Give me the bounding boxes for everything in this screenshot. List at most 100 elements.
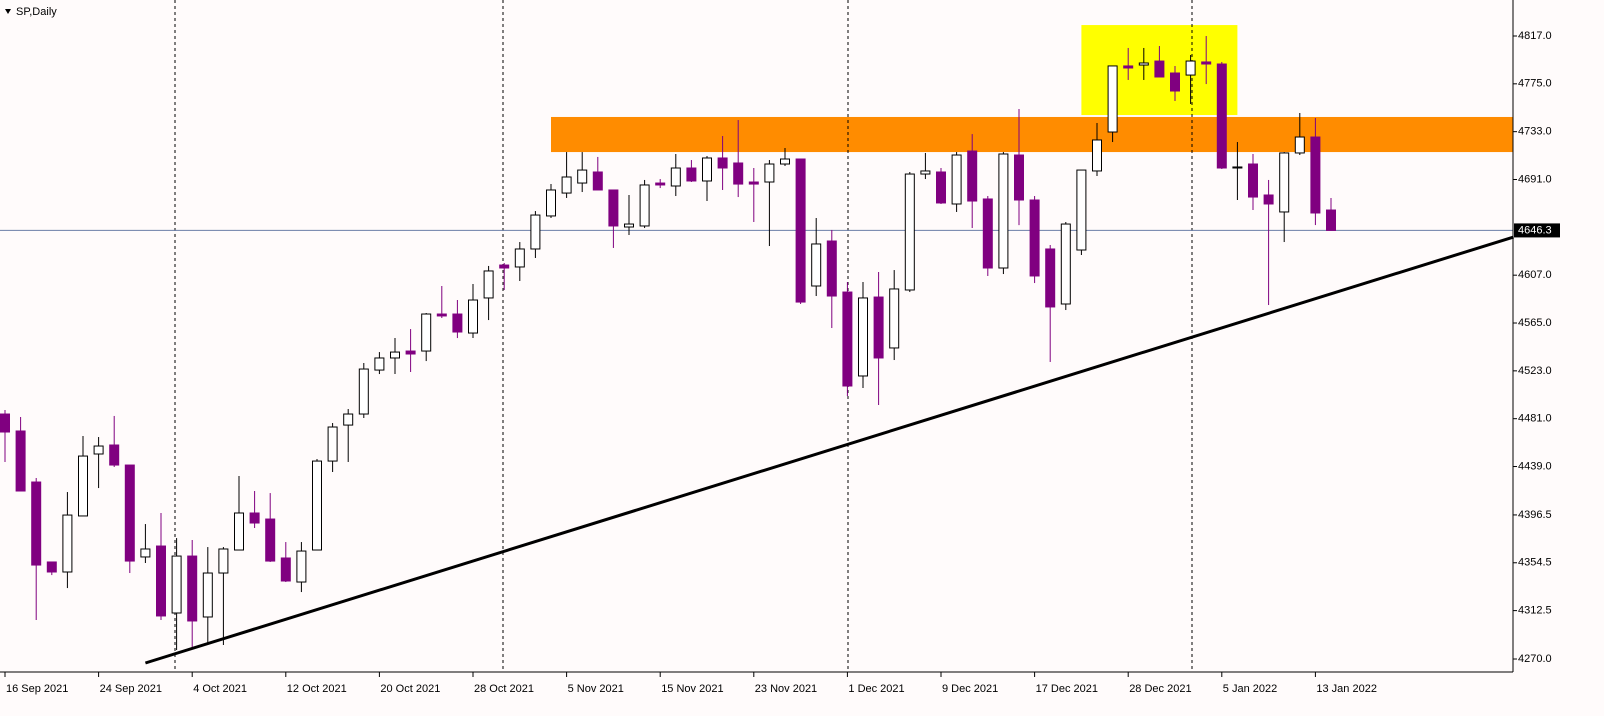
- candle-body: [546, 189, 556, 217]
- candle-body: [686, 167, 697, 182]
- x-tick-label: 5 Nov 2021: [568, 683, 624, 695]
- candle-body: [358, 368, 369, 415]
- candle-body: [249, 512, 260, 524]
- candle-body: [1279, 152, 1290, 213]
- y-tick-label: 4775.0: [1518, 78, 1552, 90]
- zones: [551, 25, 1514, 153]
- candle-body: [873, 296, 884, 359]
- candle-body: [764, 163, 775, 183]
- x-tick-label: 15 Nov 2021: [661, 683, 723, 695]
- candle-body: [421, 313, 432, 352]
- candle-body: [624, 223, 634, 228]
- candle-body: [78, 455, 88, 517]
- candle-body: [795, 158, 806, 303]
- candle-body: [670, 167, 681, 187]
- candle-body: [93, 445, 104, 455]
- candle-body: [592, 171, 603, 191]
- candle-body: [1060, 223, 1071, 305]
- x-tick-label: 12 Oct 2021: [287, 683, 347, 695]
- candle-body: [312, 460, 322, 551]
- y-tick-label: 4817.0: [1518, 30, 1552, 42]
- candle-body: [1216, 63, 1227, 169]
- y-tick-label: 4565.0: [1518, 317, 1552, 329]
- candle-body: [171, 555, 182, 614]
- x-tick-label: 23 Nov 2021: [755, 683, 817, 695]
- candle-body: [514, 248, 525, 268]
- y-tick-label: 4691.0: [1518, 173, 1552, 185]
- candle-body: [1326, 209, 1336, 231]
- candle-body: [811, 243, 822, 287]
- candle-body: [280, 557, 291, 582]
- trend-line: [144, 235, 1514, 665]
- candle-body: [1248, 163, 1258, 198]
- candle-body: [936, 171, 946, 204]
- candle-body: [889, 288, 900, 349]
- candle-body: [561, 176, 572, 194]
- candle-body: [608, 189, 619, 227]
- candle-body: [0, 413, 10, 433]
- x-tick-label: 16 Sep 2021: [6, 683, 68, 695]
- y-tick-label: 4312.5: [1518, 605, 1552, 617]
- candle-body: [702, 157, 712, 182]
- x-tick-label: 13 Jan 2022: [1316, 683, 1377, 695]
- candle-body: [405, 350, 416, 355]
- candle-body: [1201, 61, 1212, 65]
- last-price-box: [1514, 223, 1560, 238]
- candle-body: [967, 150, 978, 202]
- y-tick-label: 4354.5: [1518, 557, 1552, 569]
- x-tick-label: 1 Dec 2021: [848, 683, 904, 695]
- candle-body: [1076, 169, 1087, 251]
- x-tick-label: 28 Dec 2021: [1129, 683, 1191, 695]
- candle-body: [156, 545, 166, 617]
- candle-body: [1185, 60, 1196, 76]
- candle-body: [234, 512, 244, 551]
- candle-body: [187, 555, 198, 622]
- candle-body: [904, 173, 915, 291]
- candle-body: [1045, 248, 1056, 308]
- candle-body: [1123, 65, 1134, 69]
- candle-body: [733, 162, 744, 185]
- candle-body: [202, 572, 213, 618]
- candle-body: [826, 240, 837, 297]
- candle-body: [998, 153, 1009, 269]
- candle-body: [858, 297, 868, 377]
- candle-body: [1170, 72, 1180, 92]
- candle-body: [780, 158, 790, 165]
- candle-body: [62, 514, 73, 573]
- candle-body: [499, 264, 510, 269]
- candle-body: [1092, 139, 1102, 172]
- candle-body: [1138, 62, 1149, 66]
- y-tick-label: 4607.0: [1518, 269, 1552, 281]
- candle-body: [1263, 194, 1274, 205]
- candle-body: [109, 444, 120, 466]
- candle-body: [577, 169, 588, 184]
- candle-body: [468, 299, 478, 334]
- x-tick-label: 5 Jan 2022: [1223, 683, 1277, 695]
- x-tick-label: 9 Dec 2021: [942, 683, 998, 695]
- x-tick-label: 24 Sep 2021: [100, 683, 162, 695]
- candle-body: [1014, 154, 1024, 201]
- candle-body: [1232, 166, 1243, 169]
- plot: [0, 35, 1514, 665]
- candle-body: [951, 154, 962, 205]
- y-tick-label: 4523.0: [1518, 365, 1552, 377]
- last-price-label: 4646.3: [1518, 224, 1552, 236]
- candle-body: [140, 548, 151, 558]
- candle-body: [46, 561, 57, 573]
- x-tick-label: 4 Oct 2021: [193, 683, 247, 695]
- y-tick-label: 4481.0: [1518, 413, 1552, 425]
- candle-body: [748, 181, 759, 185]
- x-tick-label: 20 Oct 2021: [380, 683, 440, 695]
- candle-body: [452, 313, 463, 333]
- y-tick-label: 4396.5: [1518, 509, 1552, 521]
- candle-body: [1029, 199, 1040, 277]
- candle-body: [1310, 136, 1321, 214]
- title-icon: [5, 9, 11, 14]
- y-tick-label: 4733.0: [1518, 126, 1552, 138]
- candle-body: [390, 351, 400, 359]
- candle-body: [1154, 60, 1165, 78]
- candle-body: [343, 413, 354, 426]
- zone: [551, 116, 1514, 153]
